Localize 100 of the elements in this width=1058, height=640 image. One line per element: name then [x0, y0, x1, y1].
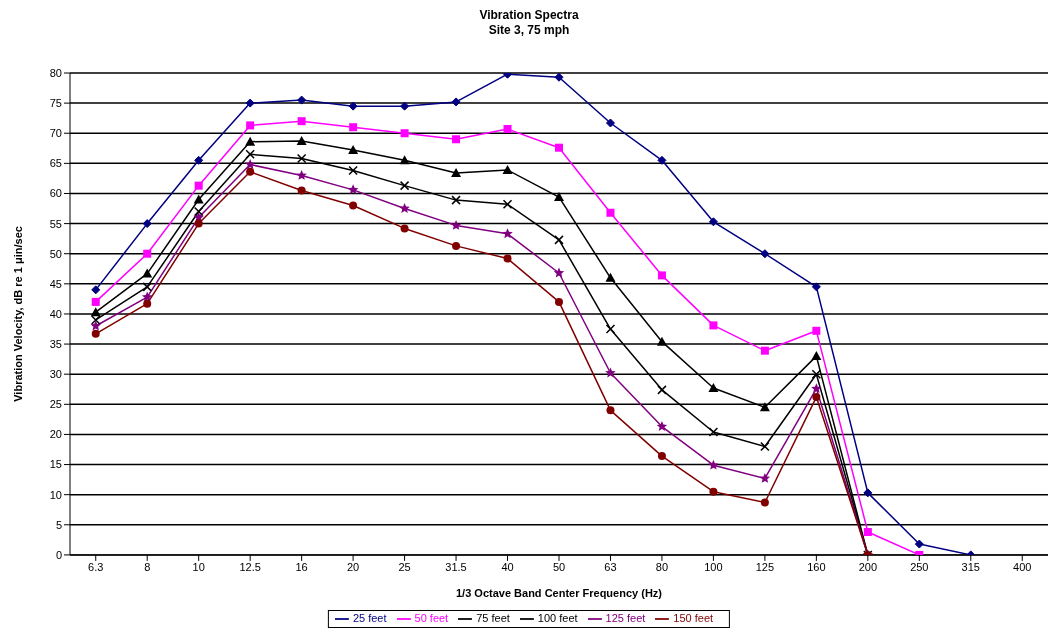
x-tick-label: 125 — [755, 560, 775, 573]
y-tick-label: 75 — [49, 97, 62, 110]
point — [348, 145, 359, 155]
point — [811, 369, 822, 379]
point — [348, 101, 358, 111]
point — [400, 224, 409, 233]
point — [709, 487, 718, 496]
x-tick-label: 8 — [144, 560, 151, 573]
y-tick-label: 20 — [49, 428, 62, 441]
point — [914, 539, 924, 549]
x-tick-label: 160 — [807, 560, 826, 573]
point — [606, 208, 615, 217]
point — [296, 169, 307, 180]
point — [450, 219, 462, 230]
point — [708, 217, 718, 227]
point — [91, 285, 101, 295]
point — [90, 315, 101, 325]
y-tick-label: 15 — [49, 458, 62, 471]
point — [708, 459, 719, 470]
point — [194, 155, 204, 165]
point — [709, 321, 718, 330]
point — [297, 117, 306, 126]
point — [399, 203, 410, 213]
point — [812, 326, 821, 335]
y-tick-label: 50 — [49, 247, 62, 260]
y-tick-label: 65 — [49, 157, 62, 170]
legend-label: 150 feet — [673, 611, 714, 624]
point — [451, 168, 462, 177]
point — [297, 186, 306, 195]
y-tick-label: 70 — [49, 127, 62, 140]
point — [296, 153, 307, 164]
point — [142, 219, 152, 229]
point — [349, 201, 358, 210]
point — [502, 164, 513, 174]
x-tick-label: 6.3 — [88, 560, 104, 573]
point — [193, 206, 204, 217]
y-tick-label: 60 — [49, 187, 62, 200]
legend-label: 75 feet — [476, 611, 510, 624]
point — [194, 181, 203, 190]
point — [811, 282, 821, 292]
point — [605, 367, 616, 378]
x-axis-title: 1/3 Octave Band Center Frequency (Hz) — [455, 586, 663, 599]
y-tick-label: 55 — [49, 217, 62, 230]
x-tick-label: 20 — [346, 560, 360, 573]
point — [194, 219, 203, 228]
point — [605, 324, 616, 334]
point — [297, 95, 307, 105]
point — [245, 149, 255, 160]
x-tick-label: 31.5 — [445, 560, 467, 573]
point — [554, 73, 564, 82]
point — [452, 241, 461, 250]
point — [399, 155, 410, 165]
x-tick-label: 400 — [1013, 560, 1032, 573]
point — [143, 249, 152, 258]
point — [90, 320, 101, 331]
point — [760, 346, 769, 355]
point — [760, 498, 769, 507]
legend-label: 100 feet — [537, 611, 578, 624]
point — [451, 195, 461, 205]
point — [502, 228, 513, 239]
point — [348, 165, 358, 176]
x-tick-label: 315 — [961, 560, 980, 573]
point — [759, 402, 770, 412]
point — [605, 272, 616, 282]
y-tick-label: 45 — [49, 277, 62, 290]
point — [452, 135, 461, 144]
point — [503, 125, 512, 134]
point — [244, 159, 256, 170]
point — [656, 336, 667, 346]
point — [657, 271, 666, 280]
x-tick-label: 50 — [552, 560, 566, 573]
point — [554, 192, 564, 202]
point — [502, 199, 513, 210]
point — [143, 299, 152, 308]
y-tick-label: 0 — [55, 548, 62, 561]
x-tick-label: 25 — [398, 560, 411, 573]
point — [554, 235, 564, 245]
point — [863, 488, 873, 498]
point — [555, 143, 563, 152]
x-tick-label: 12.5 — [239, 560, 261, 573]
y-tick-label: 5 — [55, 518, 62, 531]
point — [657, 452, 666, 461]
point — [708, 427, 719, 437]
point — [246, 167, 255, 176]
point — [863, 528, 872, 537]
x-tick-label: 80 — [655, 560, 669, 573]
point — [91, 329, 100, 338]
point — [142, 268, 153, 278]
point — [812, 393, 821, 402]
point — [142, 282, 152, 292]
y-tick-label: 35 — [49, 337, 62, 350]
point — [553, 267, 565, 278]
point — [349, 123, 358, 132]
point — [657, 385, 667, 395]
x-tick-label: 40 — [501, 560, 514, 573]
point — [503, 254, 512, 263]
point — [246, 121, 255, 130]
point — [656, 421, 668, 432]
x-tick-label: 250 — [910, 560, 929, 573]
y-tick-label: 10 — [49, 488, 62, 501]
